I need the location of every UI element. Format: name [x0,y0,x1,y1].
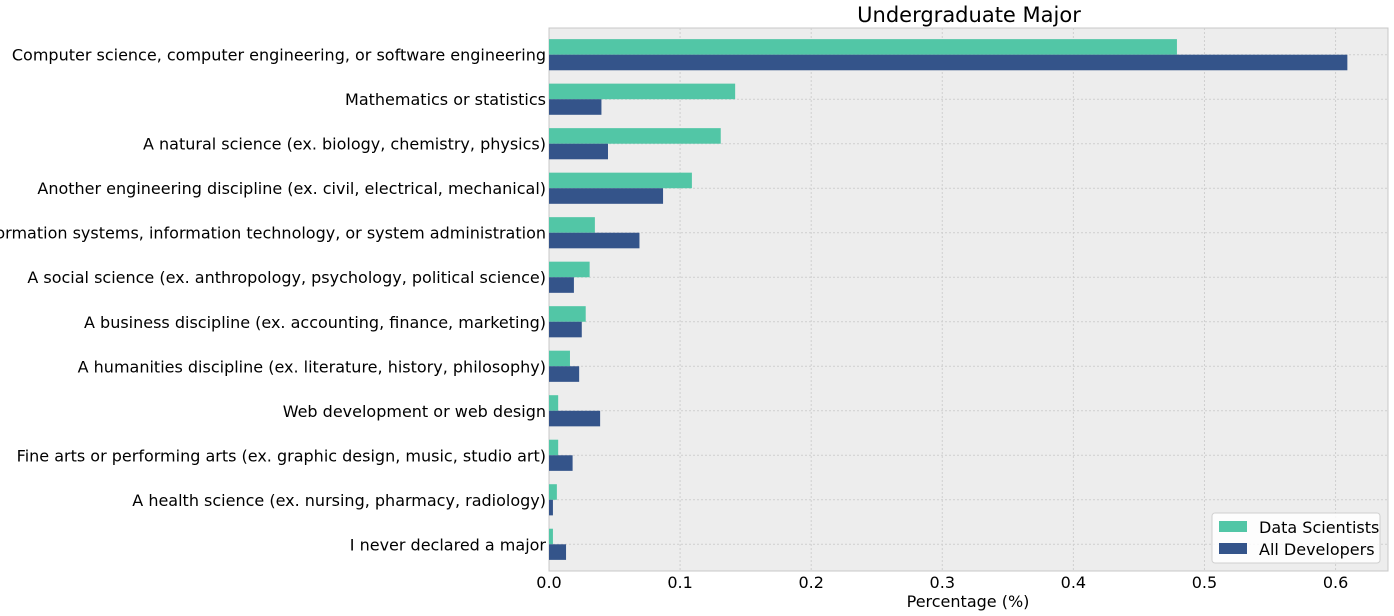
bar-data-scientists-1 [549,83,736,100]
category-label: A business discipline (ex. accounting, f… [84,313,546,332]
bar-data-scientists-3 [549,172,692,189]
bar-all-developers-7 [549,366,580,382]
legend-swatch-data-scientists [1219,521,1247,532]
x-axis-label: Percentage (%) [907,592,1030,611]
x-tick-labels: 0.0 0.1 0.2 0.3 0.4 0.5 0.6 [536,573,1348,592]
legend-box [1211,512,1381,564]
legend-label-data-scientists: Data Scientists [1259,518,1379,537]
category-label: A health science (ex. nursing, pharmacy,… [132,491,546,510]
bar-data-scientists-10 [549,484,557,500]
category-label: A social science (ex. anthropology, psyc… [27,268,546,287]
bar-data-scientists-2 [549,128,721,144]
x-tick-label: 0.5 [1192,573,1217,592]
bar-all-developers-4 [549,232,640,249]
bar-all-developers-0 [549,54,1348,71]
x-tick-label: 0.2 [798,573,823,592]
bar-all-developers-5 [549,277,574,293]
x-tick-label: 0.4 [1061,573,1086,592]
bar-all-developers-3 [549,188,664,204]
bar-all-developers-10 [549,499,553,516]
bar-data-scientists-4 [549,217,595,233]
bar-data-scientists-9 [549,439,559,456]
bar-all-developers-9 [549,455,573,471]
x-tick-label: 0.3 [930,573,955,592]
bar-data-scientists-8 [549,395,559,411]
category-label: A humanities discipline (ex. literature,… [78,357,546,376]
category-label: Computer science, computer engineering, … [12,46,546,65]
bar-all-developers-6 [549,321,582,338]
legend-label-all-developers: All Developers [1259,540,1375,559]
category-label: I never declared a major [350,535,547,554]
category-labels: Computer science, computer engineering, … [0,46,546,555]
legend: Data Scientists All Developers [1211,512,1381,564]
category-label: Fine arts or performing arts (ex. graphi… [17,446,546,465]
bar-data-scientists-11 [549,528,553,545]
chart-title: Undergraduate Major [857,3,1081,27]
bar-data-scientists-5 [549,261,590,278]
category-label: Web development or web design [283,402,546,421]
x-tick-label: 0.6 [1323,573,1348,592]
category-label: Another engineering discipline (ex. civi… [37,179,546,198]
bars [549,39,1348,560]
bar-data-scientists-0 [549,39,1177,55]
category-label: Mathematics or statistics [345,90,546,109]
bar-all-developers-11 [549,544,567,560]
x-tick-label: 0.0 [536,573,561,592]
x-tick-label: 0.1 [667,573,692,592]
bar-all-developers-8 [549,410,601,427]
bar-data-scientists-7 [549,350,570,367]
legend-swatch-all-developers [1219,543,1247,554]
bar-data-scientists-6 [549,306,586,322]
grid-lines [549,28,1388,571]
plot-area [548,27,1389,572]
category-label: Information systems, information technol… [0,224,546,243]
bar-all-developers-1 [549,99,602,115]
bar-all-developers-2 [549,143,608,160]
category-label: A natural science (ex. biology, chemistr… [143,135,546,154]
